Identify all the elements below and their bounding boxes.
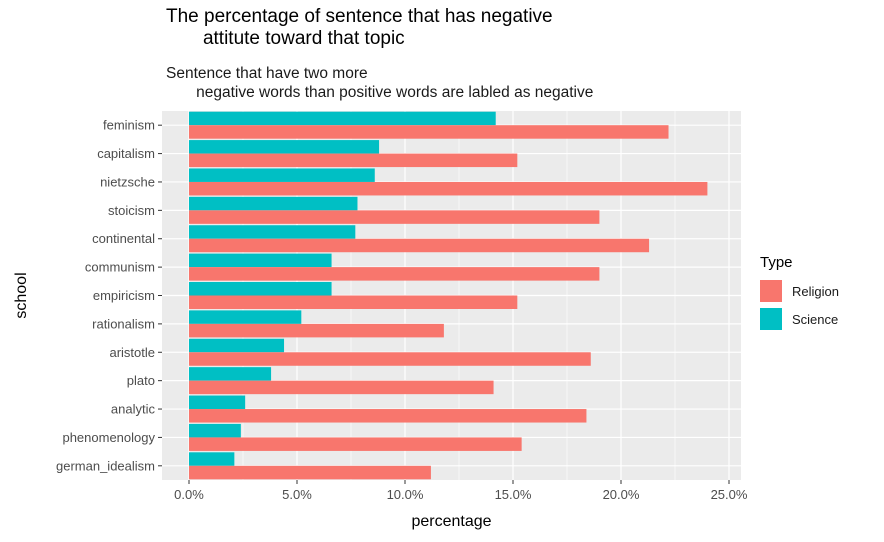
bar-science-empiricism	[189, 282, 332, 296]
bar-science-feminism	[189, 111, 496, 126]
bar-religion-phenomenology	[189, 437, 522, 451]
y-tick-label: analytic	[111, 402, 156, 417]
legend-swatch-science	[760, 308, 782, 330]
y-tick-label: stoicism	[108, 203, 155, 218]
chart-title: The percentage of sentence that has nega…	[166, 6, 553, 49]
y-tick-label: feminism	[103, 118, 155, 133]
legend-swatch-religion	[760, 280, 782, 302]
legend-label-religion: Religion	[792, 283, 839, 299]
y-tick-label: german_idealism	[56, 458, 155, 473]
bar-religion-german_idealism	[189, 465, 431, 480]
legend-title: Type	[760, 254, 793, 271]
bar-science-nietzsche	[189, 168, 375, 182]
bar-science-communism	[189, 253, 332, 268]
bar-science-rationalism	[189, 310, 302, 324]
y-tick-label: communism	[85, 260, 155, 275]
bar-religion-continental	[189, 238, 650, 253]
bar-religion-empiricism	[189, 295, 518, 309]
bar-religion-aristotle	[189, 352, 591, 366]
bar-science-stoicism	[189, 196, 358, 211]
bar-science-aristotle	[189, 338, 285, 353]
y-axis-title: school	[13, 272, 30, 318]
bar-science-capitalism	[189, 140, 380, 154]
y-tick-label: plato	[127, 373, 155, 388]
bar-religion-plato	[189, 380, 494, 395]
y-tick-label: phenomenology	[62, 430, 155, 445]
legend: Type Religion Science	[760, 254, 839, 333]
bar-science-german_idealism	[189, 452, 235, 466]
bar-religion-analytic	[189, 409, 587, 423]
y-tick-label: empiricism	[93, 288, 155, 303]
bar-religion-nietzsche	[189, 181, 708, 196]
bar-religion-communism	[189, 267, 600, 281]
bar-science-plato	[189, 367, 272, 381]
x-tick-label: 25.0%	[711, 487, 748, 502]
bar-religion-feminism	[189, 125, 669, 139]
y-tick-label: capitalism	[97, 146, 155, 161]
y-tick-label: aristotle	[109, 345, 155, 360]
y-tick-label: continental	[92, 231, 155, 246]
y-tick-label: nietzsche	[100, 174, 155, 189]
x-tick-label: 15.0%	[495, 487, 532, 502]
x-tick-label: 5.0%	[282, 487, 312, 502]
bar-science-phenomenology	[189, 423, 241, 438]
y-tick-label: rationalism	[92, 316, 155, 331]
legend-item-religion: Religion	[760, 277, 839, 305]
legend-item-science: Science	[760, 305, 839, 333]
bar-science-analytic	[189, 395, 246, 410]
x-tick-label: 0.0%	[174, 487, 204, 502]
bar-religion-capitalism	[189, 153, 518, 168]
x-tick-label: 20.0%	[603, 487, 640, 502]
x-tick-label: 10.0%	[387, 487, 424, 502]
bar-religion-rationalism	[189, 323, 444, 338]
x-axis-title: percentage	[411, 513, 491, 530]
chart-subtitle: Sentence that have two more negative wor…	[166, 65, 594, 101]
legend-label-science: Science	[792, 311, 839, 327]
bar-science-continental	[189, 225, 356, 239]
bar-religion-stoicism	[189, 210, 600, 224]
